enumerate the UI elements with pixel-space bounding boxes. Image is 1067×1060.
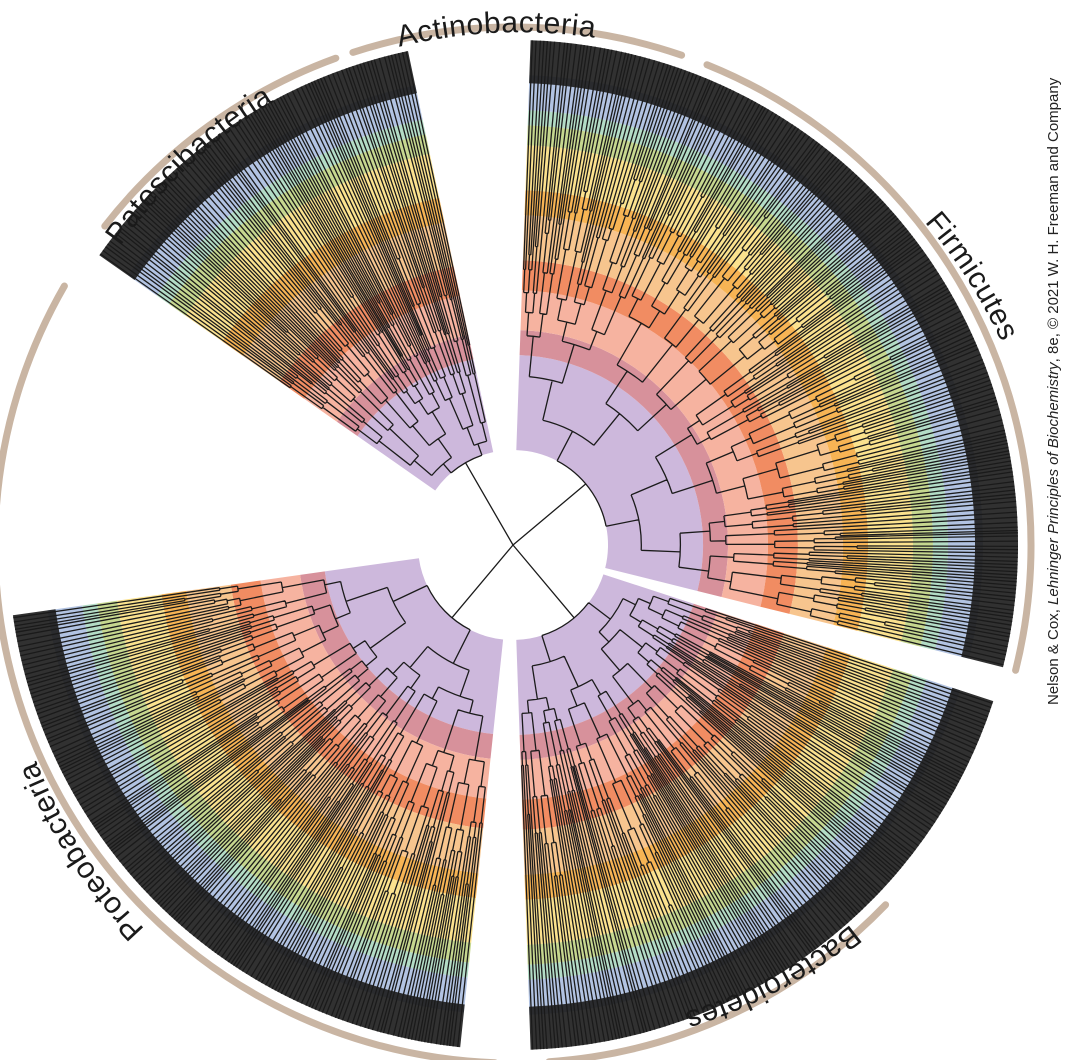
band-segment [520, 290, 768, 607]
tree-background-bands [47, 75, 983, 1015]
band-segment [324, 558, 504, 734]
band-segment [520, 611, 756, 800]
phylum-arcs [0, 23, 1035, 1060]
band-segment [169, 134, 430, 316]
arc-proteobacteria [0, 282, 498, 1060]
arc-patescibacteria [101, 54, 340, 230]
arc-actinobacteria [349, 23, 686, 59]
band-segment [260, 574, 491, 799]
band-segment [516, 574, 694, 735]
tree-root-lines [451, 462, 587, 619]
tree-branches [12, 40, 1019, 1050]
band-segment [521, 260, 798, 614]
arc-bacteroidetes [546, 901, 890, 1060]
band-segment [156, 119, 426, 305]
arc-firmicutes [703, 61, 1035, 674]
band-segment [516, 355, 704, 591]
band-segment [527, 668, 913, 965]
band-segment [185, 153, 440, 342]
band-segment [230, 580, 487, 829]
band-segment [527, 674, 927, 980]
copyright-credit: Nelson & Cox, Lehninger Principles of Bi… [1045, 77, 1062, 705]
